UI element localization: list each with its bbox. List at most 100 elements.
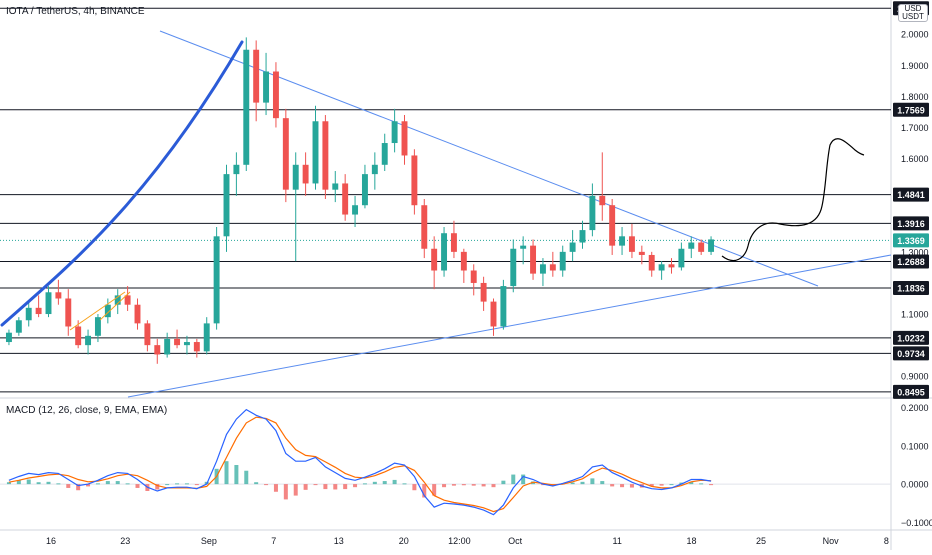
time-tick-label: 11: [613, 536, 622, 546]
time-tick-label: 16: [46, 536, 56, 546]
macd-histogram-bar: [402, 483, 407, 485]
time-axis[interactable]: 16 23 Sep 7 13 20 12:00 Oct 11 18 25 Nov 8: [46, 536, 889, 546]
macd-histogram-bar: [273, 484, 278, 492]
macd-axis[interactable]: 0.2000 0.1000 0.0000 −0.1000: [901, 403, 932, 528]
macd-histogram-bar: [679, 482, 684, 485]
candle: [183, 335, 190, 355]
candle: [638, 245, 645, 265]
candle-body: [45, 292, 52, 315]
candle-body: [490, 301, 497, 327]
macd-line: [8, 408, 712, 516]
candle-body: [352, 205, 359, 215]
macd-histogram-bar: [254, 482, 259, 485]
time-tick-label: Nov: [823, 536, 840, 546]
macd-histogram-bar: [244, 470, 249, 485]
candle: [569, 230, 576, 262]
macd-histogram-bar: [392, 479, 397, 485]
trendlines: [127, 30, 892, 398]
macd-histogram-bar: [432, 484, 437, 496]
macd-histogram-bar: [86, 484, 91, 487]
price-axis[interactable]: 2.0000 1.9000 1.8000 1.7000 1.6000 1.3000 1.10…: [901, 30, 929, 382]
candle-body: [193, 342, 200, 352]
candle: [589, 183, 596, 237]
macd-histogram-bar: [689, 481, 694, 485]
macd-histogram-bar: [16, 480, 21, 485]
macd-histogram-bar: [36, 482, 41, 485]
macd-histogram-bar: [333, 484, 338, 490]
time-tick-label: 7: [271, 536, 276, 546]
horizontal-levels: [0, 7, 891, 393]
current-price-text: 1.3369: [897, 236, 925, 246]
candle: [55, 279, 62, 305]
candle: [272, 62, 279, 128]
macd-histogram-bar: [471, 484, 476, 486]
candle: [114, 289, 121, 315]
candle: [539, 258, 546, 287]
macd-indicator-label[interactable]: MACD (12, 26, close, 9, EMA, EMA): [6, 405, 168, 416]
candle-body: [144, 323, 151, 346]
macd-histogram-bar: [283, 484, 288, 500]
candle: [500, 279, 507, 330]
candle: [292, 152, 299, 262]
macd-histogram-bar: [66, 484, 71, 488]
time-tick-label: 12:00: [448, 536, 471, 546]
macd-histogram-bar: [362, 483, 367, 485]
candle: [391, 108, 398, 153]
macd-histogram-bar: [224, 461, 229, 485]
level-label-text: 0.8495: [897, 387, 925, 397]
macd-pane: [0, 408, 891, 516]
candle: [658, 261, 665, 280]
level-label-text: 1.4841: [897, 190, 925, 200]
candle: [698, 239, 705, 255]
candle-body: [559, 251, 566, 271]
orange-line: [99, 291, 131, 321]
candle: [332, 171, 339, 203]
candle-body: [124, 295, 131, 305]
candle-body: [579, 230, 586, 243]
candle: [460, 248, 467, 283]
candle-body: [213, 236, 220, 324]
macd-histogram-bar: [26, 479, 31, 485]
macd-histogram-bar: [610, 484, 615, 487]
level-label: 1.0232: [893, 330, 929, 345]
time-tick-label: 13: [334, 536, 344, 546]
macd-histogram-bar: [709, 484, 714, 486]
candle: [124, 286, 131, 311]
price-tick-label: 2.0000: [901, 30, 929, 40]
candle: [203, 317, 210, 355]
parabolic-curve: [0, 40, 244, 327]
candle: [134, 298, 141, 330]
macd-histogram-bar: [135, 484, 140, 488]
macd-tick-label: −0.1000: [901, 518, 932, 528]
candle: [193, 338, 200, 358]
macd-signal-line: [8, 416, 712, 513]
candle-body: [530, 245, 537, 274]
candle-body: [668, 264, 675, 268]
candle: [104, 298, 111, 324]
currency-unit-badge[interactable]: USD USDT: [898, 4, 928, 22]
macd-histogram-bar: [165, 484, 170, 486]
price-tick-label: 1.8000: [901, 92, 929, 102]
candle-body: [203, 323, 210, 352]
candle-body: [292, 164, 299, 190]
ascending-trendline: [127, 254, 892, 398]
candle-body: [648, 254, 655, 271]
candle: [263, 52, 270, 116]
symbol-title[interactable]: IOTA / TetherUS, 4h, BINANCE: [6, 6, 145, 17]
macd-histogram-bar: [56, 483, 61, 485]
candle: [35, 295, 42, 318]
candle-body: [628, 236, 635, 252]
macd-tick-label: 0.0000: [901, 480, 929, 490]
candle-body: [401, 121, 408, 156]
price-tick-label: 1.3000: [901, 247, 929, 257]
candle-body: [361, 174, 368, 206]
macd-histogram-bar: [521, 474, 526, 485]
candle-body: [134, 304, 141, 324]
level-label-bg: [893, 281, 929, 296]
macd-histogram-bar: [412, 484, 417, 491]
macd-histogram-bar: [491, 484, 496, 488]
candle-body: [164, 338, 171, 355]
candle-body: [698, 242, 705, 252]
